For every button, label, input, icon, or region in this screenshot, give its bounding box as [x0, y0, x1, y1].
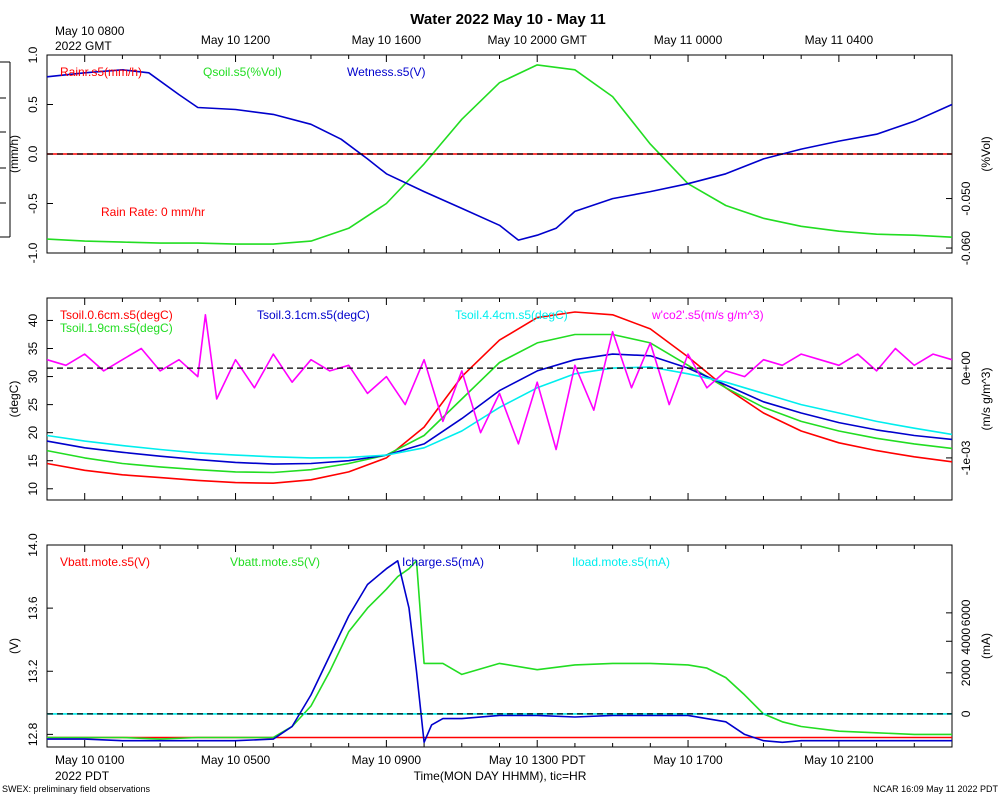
series-line-green	[47, 559, 952, 740]
panel-water: 1.0 0.5 0.0 -0.5 -1.0 -0.050 -0.060 (mm/h) (%Vol…	[7, 46, 993, 265]
top-time-label: May 10 2000 GMT	[488, 33, 588, 47]
y-right-tick-label: -1e-03	[959, 440, 973, 475]
legend-entry: Icharge.s5(mA)	[402, 555, 484, 569]
y-left-tick-label: 0.5	[26, 96, 40, 113]
y-left-axis-label: (mm/h)	[7, 135, 21, 173]
y-left-tick-label: 10	[26, 482, 40, 496]
y-left-tick-label: 40	[26, 313, 40, 327]
legend-entry: Vbatt.mote.s5(V)	[60, 555, 150, 569]
y-left-axis-label: (degC)	[7, 381, 21, 418]
y-left-tick-label: -1.0	[26, 242, 40, 263]
panel-frame	[46, 297, 953, 501]
panel-annotation: Rain Rate: 0 mm/hr	[101, 205, 205, 219]
bottom-time-label: May 10 0500	[201, 753, 271, 767]
y-left-tick-label: 12.8	[26, 722, 40, 746]
left-side-bracket	[0, 61, 11, 238]
legend-entry: Qsoil.s5(%Vol)	[203, 65, 282, 79]
y-left-tick-label: 0.0	[26, 145, 40, 162]
chart-panels: 1.0 0.5 0.0 -0.5 -1.0 -0.050 -0.060 (mm/h) (%Vol…	[7, 46, 993, 748]
legend-entry: Tsoil.4.4cm.s5(degC)	[455, 308, 568, 322]
y-left-tick-label: -0.5	[26, 193, 40, 214]
footer-right: NCAR 16:09 May 11 2022 PDT	[873, 784, 998, 794]
series-line-cyan	[46, 366, 953, 459]
legend-entry: Rainr.s5(mm/h)	[60, 65, 142, 79]
legend-entry: Vbatt.mote.s5(V)	[230, 555, 320, 569]
y-left-tick-label: 30	[26, 370, 40, 384]
y-left-tick-label: 25	[26, 398, 40, 412]
series-line-blue	[47, 559, 952, 744]
top-time-axis-labels: May 10 0800 May 10 1200 May 10 1600 May 10 …	[55, 24, 873, 47]
top-time-label: May 10 1600	[352, 33, 422, 47]
footer-left: SWEX: preliminary field observations	[2, 784, 151, 794]
bottom-time-label: May 10 0100	[55, 753, 125, 767]
x-axis-label: Time(MON DAY HHMM), tic=HR	[414, 769, 587, 783]
y-right-tick-label: -0.050	[959, 181, 973, 215]
y-left-axis-label: (V)	[7, 638, 21, 654]
bottom-year-label: 2022 PDT	[55, 769, 110, 783]
bottom-time-axis-labels: May 10 0100 May 10 0500 May 10 0900 May 10 …	[55, 753, 874, 767]
y-right-tick-label: 6000	[959, 599, 973, 626]
bottom-time-label: May 10 1300 PDT	[489, 753, 586, 767]
y-left-tick-label: 35	[26, 342, 40, 356]
legend-entry: Tsoil.0.6cm.s5(degC)	[60, 308, 173, 322]
legend-entry: Iload.mote.s5(mA)	[572, 555, 670, 569]
y-left-tick-label: 1.0	[26, 46, 40, 63]
y-left-tick-label: 15	[26, 454, 40, 468]
chart-title: Water 2022 May 10 - May 11	[410, 11, 605, 28]
y-right-axis-label: (mA)	[979, 633, 993, 659]
series-line-magenta	[46, 313, 953, 451]
y-left-tick-label: 20	[26, 426, 40, 440]
legend-entry: Wetness.s5(V)	[347, 65, 425, 79]
y-right-tick-label: 4000	[959, 628, 973, 655]
top-time-label: May 10 1200	[201, 33, 271, 47]
series-line-green	[46, 64, 953, 245]
panel-temperature: 40 35 30 25 20 15 10 0e+00 -1e-03 (degC) (m/s g/m^…	[7, 297, 993, 501]
top-time-label: May 11 0000	[654, 33, 723, 47]
y-right-axis-label: (%Vol)	[979, 136, 993, 171]
y-right-tick-label: 0e+00	[959, 351, 973, 385]
y-left-tick-label: 14.0	[26, 533, 40, 557]
y-left-tick-label: 13.2	[26, 659, 40, 683]
top-year-label: 2022 GMT	[55, 39, 112, 53]
legend-entry: Tsoil.1.9cm.s5(degC)	[60, 321, 173, 335]
panel-battery: 14.0 13.6 13.2 12.8 6000 4000 2000 0 (V) (mA) Vbat…	[7, 533, 993, 748]
legend-entry: Tsoil.3.1cm.s5(degC)	[257, 308, 370, 322]
legend-entry: w'co2'.s5(m/s g/m^3)	[651, 308, 764, 322]
series-line-green	[46, 333, 953, 474]
y-right-tick-label: -0.060	[959, 231, 973, 265]
series-line-red	[46, 311, 953, 485]
bottom-time-label: May 10 0900	[352, 753, 422, 767]
y-left-tick-label: 13.6	[26, 596, 40, 620]
panel-frame	[46, 544, 953, 748]
top-time-label: May 11 0400	[805, 33, 874, 47]
top-time-label: May 10 0800	[55, 24, 125, 38]
y-right-tick-label: 2000	[959, 659, 973, 686]
series-line-blue	[46, 353, 953, 465]
bottom-time-label: May 10 2100	[804, 753, 874, 767]
bottom-time-label: May 10 1700	[653, 753, 723, 767]
y-right-axis-label: (m/s g/m^3)	[979, 368, 993, 431]
y-right-tick-label: 0	[959, 710, 973, 717]
series-line-blue	[46, 69, 953, 241]
